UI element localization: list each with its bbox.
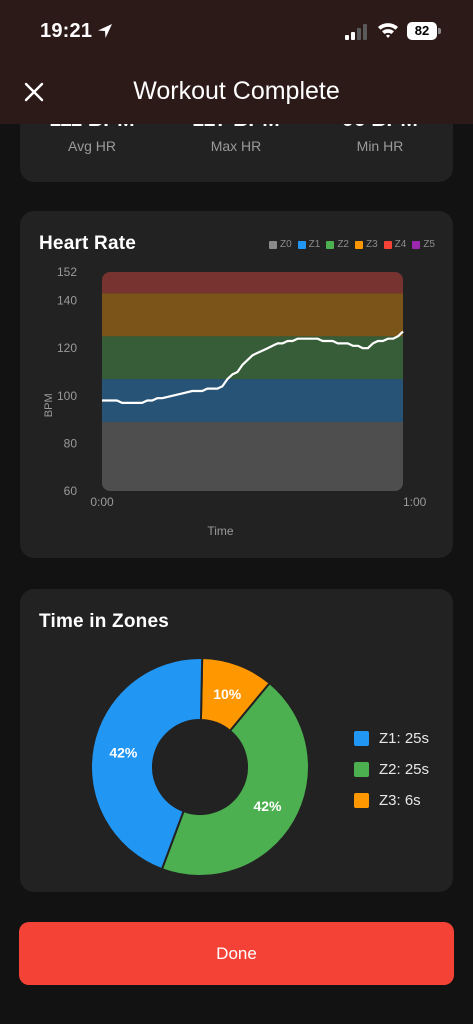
zone-legend: Z0 Z1 Z2 Z3 Z4 Z5 <box>268 239 435 250</box>
legend-swatch-z0 <box>268 240 277 249</box>
heart-rate-line <box>102 330 404 404</box>
min-hr-label: Min HR <box>356 138 404 154</box>
legend-label-z5: Z5 <box>423 239 435 250</box>
location-arrow-icon <box>98 24 112 38</box>
legend-z1: Z1 <box>297 239 321 250</box>
legend-swatch-z1 <box>297 240 306 249</box>
zone-band-z0 <box>102 421 403 491</box>
max-hr-label: Max HR <box>210 138 262 154</box>
legend-swatch-z2 <box>326 240 335 249</box>
zone-bands <box>102 272 403 491</box>
legend-label-z0: Z0 <box>279 239 292 250</box>
zones-legend-label-z1: Z1: 25s <box>379 730 430 747</box>
y-axis-label: BPM <box>43 393 55 417</box>
y-tick-label: 60 <box>64 484 78 498</box>
legend-label-z1: Z1 <box>308 239 321 250</box>
legend-swatch-z3 <box>354 240 363 249</box>
legend-label-z4: Z4 <box>394 239 407 250</box>
y-tick-label: 80 <box>64 436 78 450</box>
heart-rate-card: 60 80 100 120 140 152 0:00 1:00 Time BPM Heart Ra… <box>20 211 453 558</box>
time-in-zones-donut: 10% 42% 42% <box>90 657 310 877</box>
legend-z2: Z2 <box>326 239 349 250</box>
y-tick-label: 152 <box>57 265 77 279</box>
time-in-zones-title: Time in Zones <box>39 611 169 632</box>
done-button[interactable]: Done <box>19 922 454 985</box>
donut-label-z3: 10% <box>213 686 242 702</box>
donut-label-z2: 42% <box>253 798 282 814</box>
wifi-icon <box>378 23 398 38</box>
legend-z0: Z0 <box>268 239 292 250</box>
legend-swatch-z4 <box>383 240 392 249</box>
close-icon[interactable] <box>22 80 46 104</box>
y-tick-label: 100 <box>57 389 77 403</box>
legend-label-z2: Z2 <box>337 239 349 250</box>
zone-band-z3 <box>102 293 403 337</box>
zones-swatch-z2 <box>354 762 369 777</box>
heart-rate-title: Heart Rate <box>39 233 137 254</box>
heart-rate-chart: 60 80 100 120 140 152 0:00 1:00 Time BPM <box>43 265 427 538</box>
plot-background <box>102 272 403 491</box>
cellular-signal-icon <box>345 24 367 40</box>
zones-legend-z1: Z1: 25s <box>354 723 429 754</box>
battery-icon: 82 <box>407 22 441 40</box>
time-in-zones-card: Time in Zones 10% 42% 42% Z1: 25s Z2: 25s … <box>20 589 453 892</box>
zones-legend: Z1: 25s Z2: 25s Z3: 6s <box>354 723 429 816</box>
donut-slice-z2 <box>160 681 310 877</box>
battery-level: 82 <box>407 22 437 40</box>
avg-hr-label: Avg HR <box>68 138 116 154</box>
status-time: 19:21 <box>40 20 93 42</box>
y-tick-label: 140 <box>57 294 77 308</box>
x-axis-label: Time <box>207 524 234 538</box>
y-tick-label: 120 <box>57 341 77 355</box>
donut-slice-z1 <box>90 657 204 871</box>
legend-swatch-z5 <box>412 240 421 249</box>
zone-band-z2 <box>102 336 403 380</box>
zones-legend-label-z3: Z3: 6s <box>379 792 421 809</box>
zone-band-z4 <box>102 272 403 294</box>
legend-z5: Z5 <box>412 239 435 250</box>
legend-z4: Z4 <box>383 239 407 250</box>
battery-cap <box>438 28 441 34</box>
donut-label-z1: 42% <box>109 744 138 760</box>
zones-legend-label-z2: Z2: 25s <box>379 761 430 778</box>
status-bar: 19:21 82 <box>0 0 473 62</box>
zones-legend-z3: Z3: 6s <box>354 785 429 816</box>
zones-legend-z2: Z2: 25s <box>354 754 429 785</box>
nav-bar: Workout Complete <box>0 62 473 124</box>
zones-swatch-z1 <box>354 731 369 746</box>
legend-label-z3: Z3 <box>365 239 378 250</box>
header: 19:21 82 Workout Complete <box>0 0 473 124</box>
legend-z3: Z3 <box>354 239 378 250</box>
x-tick-label: 1:00 <box>403 495 427 509</box>
x-tick-label: 0:00 <box>90 495 114 509</box>
zones-swatch-z3 <box>354 793 369 808</box>
page-title: Workout Complete <box>133 77 340 105</box>
